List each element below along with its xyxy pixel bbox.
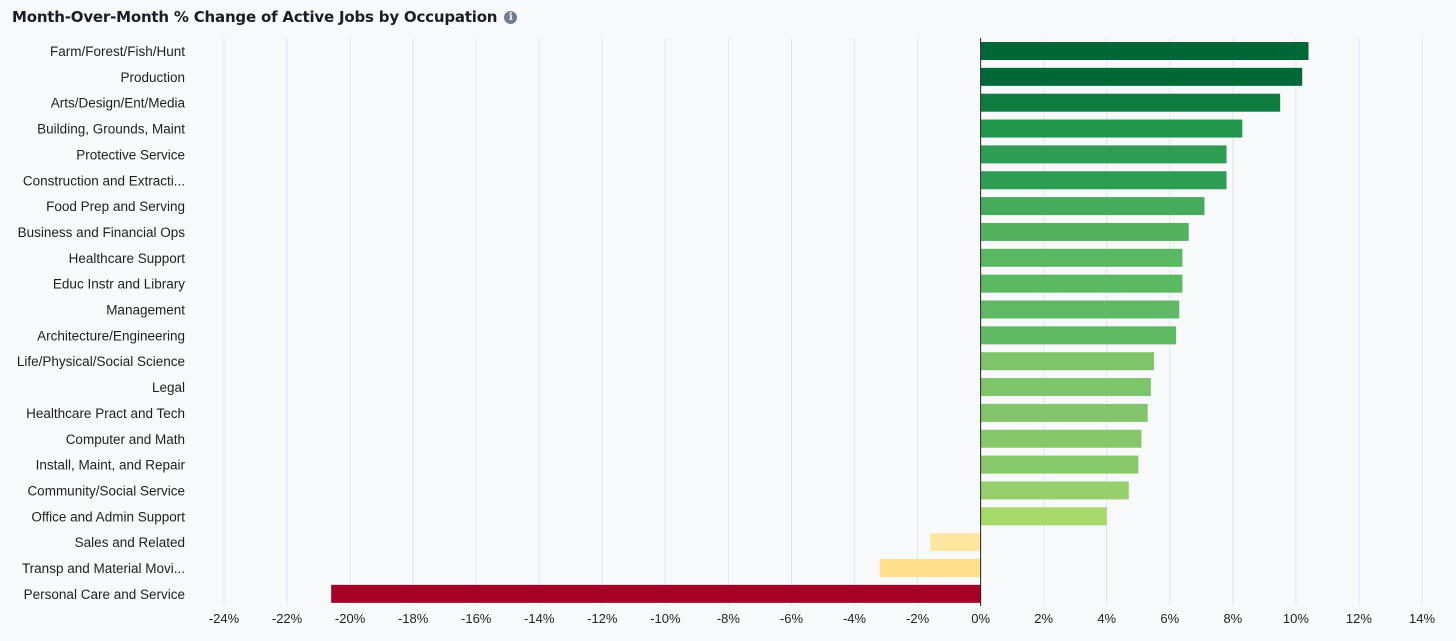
- x-tick-label: -22%: [272, 611, 303, 626]
- category-label: Healthcare Pract and Tech: [26, 406, 185, 421]
- category-label: Production: [120, 70, 185, 85]
- bar: [930, 533, 981, 552]
- x-tick-label: -4%: [843, 611, 867, 626]
- bar: [980, 222, 1189, 241]
- category-label: Personal Care and Service: [24, 587, 185, 602]
- category-label: Install, Maint, and Repair: [36, 458, 186, 473]
- category-label: Construction and Extracti...: [23, 173, 185, 188]
- bar: [980, 67, 1303, 86]
- x-tick-label: -12%: [587, 611, 618, 626]
- x-tick-label: 14%: [1409, 611, 1435, 626]
- x-tick-label: 4%: [1097, 611, 1116, 626]
- category-label: Protective Service: [76, 147, 185, 162]
- category-label: Office and Admin Support: [31, 509, 185, 524]
- x-tick-label: -10%: [650, 611, 681, 626]
- bar: [980, 378, 1151, 397]
- bar: [879, 559, 981, 577]
- x-tick-label: 10%: [1283, 611, 1309, 626]
- x-tick-label: -18%: [398, 611, 429, 626]
- bar: [980, 274, 1183, 293]
- bar: [980, 93, 1281, 112]
- category-label: Business and Financial Ops: [18, 225, 186, 240]
- bar: [980, 481, 1129, 500]
- category-label: Educ Instr and Library: [53, 277, 185, 292]
- category-label: Food Prep and Serving: [46, 199, 185, 214]
- category-label: Computer and Math: [66, 432, 185, 447]
- bar: [980, 403, 1148, 422]
- bar: [980, 429, 1142, 448]
- category-label: Healthcare Support: [69, 251, 186, 266]
- x-tick-label: 12%: [1346, 611, 1372, 626]
- category-label: Community/Social Service: [27, 483, 185, 498]
- category-label: Arts/Design/Ent/Media: [51, 96, 186, 111]
- category-label: Life/Physical/Social Science: [17, 354, 185, 369]
- x-tick-label: -6%: [780, 611, 804, 626]
- bar: [980, 248, 1183, 267]
- bar: [980, 507, 1107, 526]
- bar: [980, 171, 1227, 190]
- x-tick-label: -8%: [717, 611, 741, 626]
- bar: [980, 42, 1309, 60]
- x-tick-label: -16%: [461, 611, 492, 626]
- x-tick-label: 0%: [971, 611, 990, 626]
- category-label: Building, Grounds, Maint: [37, 122, 185, 137]
- bar: [980, 197, 1205, 216]
- chart-header: Month-Over-Month % Change of Active Jobs…: [12, 8, 518, 26]
- x-tick-label: -20%: [335, 611, 366, 626]
- info-icon[interactable]: i: [504, 10, 518, 24]
- category-label: Transp and Material Movi...: [22, 561, 185, 576]
- x-tick-label: -2%: [906, 611, 930, 626]
- x-tick-label: -14%: [524, 611, 555, 626]
- chart-title: Month-Over-Month % Change of Active Jobs…: [12, 8, 498, 26]
- bar: [331, 584, 981, 603]
- category-label: Legal: [152, 380, 185, 395]
- bar: [980, 145, 1227, 164]
- category-label: Architecture/Engineering: [37, 328, 185, 343]
- bar: [980, 326, 1177, 345]
- category-label: Farm/Forest/Fish/Hunt: [50, 44, 185, 59]
- bar: [980, 119, 1243, 138]
- bar: [980, 352, 1155, 371]
- x-tick-label: 2%: [1034, 611, 1053, 626]
- x-tick-label: 8%: [1223, 611, 1242, 626]
- x-tick-label: 6%: [1160, 611, 1179, 626]
- category-label: Sales and Related: [75, 535, 185, 550]
- category-label: Management: [106, 303, 185, 318]
- bar: [980, 300, 1180, 319]
- x-tick-label: -24%: [209, 611, 240, 626]
- bar: [980, 455, 1139, 474]
